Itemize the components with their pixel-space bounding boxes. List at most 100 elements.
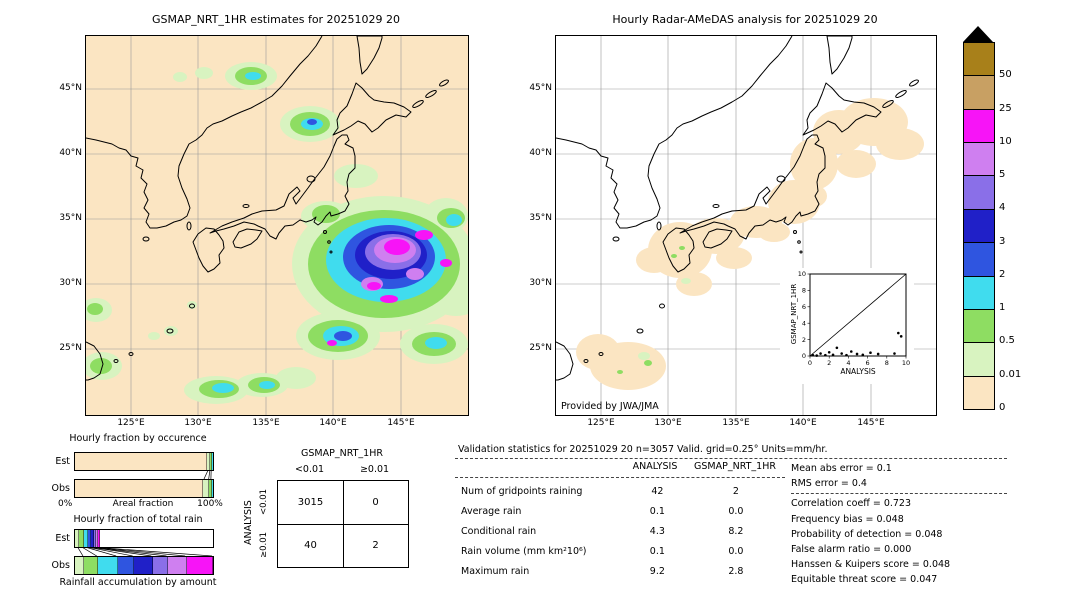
connector-line [91,547,212,556]
lon-tick-label: 145°E [387,418,415,428]
bar-segment [91,530,94,547]
totalrain-caption: Rainfall accumulation by amount [59,577,217,588]
colorbar-segment [964,109,994,144]
inset-x-tick-label: 8 [885,359,889,367]
scatter-point [835,346,839,350]
colorbar-tick-label: 0.5 [999,335,1015,347]
contingency-divider-h [278,524,408,525]
bar-segment [210,453,213,470]
bar-segment [95,530,98,547]
validation-row-label: Num of gridpoints raining [461,485,583,497]
bar-segment [75,557,85,574]
gsmap-map-canvas [86,36,468,415]
contingency-col-label-ge: ≥0.01 [359,464,390,475]
validation-row-label: Conditional rain [461,525,537,537]
colorbar-segment [964,276,994,310]
colorbar-segment [964,176,994,210]
summary-stat-line: Correlation coeff = 0.723 [791,498,912,510]
occurrence-connectors [203,470,212,479]
bar-segment [75,453,208,470]
lat-tick-label: 30°N [59,278,82,288]
colorbar-segment [964,209,994,244]
totalrain-connectors [77,547,212,556]
validation-row: Conditional rain 4.3 8.2 [455,521,785,541]
colorbar-tick-label: 0.01 [999,368,1022,380]
validation-row: Average rain 0.1 0.0 [455,501,785,521]
contingency-cell: 3015 [297,497,324,508]
validation-analysis-value: 0.1 [649,545,665,557]
scatter-point [876,352,880,356]
summary-stat-line: Probability of detection = 0.048 [791,528,943,540]
inset-y-tick-label: 10 [798,270,806,278]
inset-y-tick-label: 0 [802,352,806,360]
colorbar-segment [964,143,994,177]
validation-col-analysis: ANALYSIS [632,461,678,472]
totalrain-obs-label: Obs [51,560,70,571]
validation-gsmap-value: 0.0 [728,545,744,557]
occurrence-chart-title: Hourly fraction by occurence [69,433,207,444]
validation-col-gsmap: GSMAP_NRT_1HR [694,461,776,472]
contingency-row-label-ge: ≥0.01 [259,531,269,558]
one-to-one-line [809,273,907,357]
connector-line [203,470,209,479]
scatter-point [827,351,831,354]
inset-x-tick-label: 2 [827,359,831,367]
lon-tick-label: 125°E [117,418,145,428]
inset-y-axis-label: GSMAP_NRT_1HR [790,283,798,345]
colorbar-tick-label: 5 [999,169,1006,181]
scatter-point [824,353,827,357]
precipitation-blobs [86,62,468,404]
connector-line [87,547,133,556]
bar-segment [212,453,213,470]
colorbar-tick-label: 3 [999,235,1006,247]
inset-scatter-plot: 0 2 4 6 8 10 0 2 4 6 8 10 ANALYSIS GSMAP_NRT_1HR [780,268,914,384]
validation-gsmap-value: 0.0 [728,505,744,517]
right-map-title: Hourly Radar-AMeDAS analysis for 2025102… [612,13,878,26]
lat-tick-label: 35°N [529,213,552,223]
dashed-divider [455,477,785,478]
bar-segment [168,557,187,574]
lat-tick-label: 40°N [59,148,82,158]
scatter-point [861,353,865,357]
validation-title: Validation statistics for 20251029 20 n=… [458,444,828,455]
radar-analysis-map: 0 2 4 6 8 10 0 2 4 6 8 10 ANALYSIS GSMAP_NRT_1HR P… [529,35,937,428]
left-map-title: GSMAP_NRT_1HR estimates for 20251029 20 [151,13,401,26]
inset-y-tick-label: 8 [802,287,806,295]
lon-tick-label: 130°E [654,418,682,428]
scatter-point [845,353,848,357]
bar-segment [207,453,210,470]
gsmap-estimate-map: 45°N 40°N 35°N 30°N 25°N 125°E 130°E 135°E 140°E… [59,35,469,428]
colorbar-tick-label: 2 [999,268,1006,280]
bar-segment [211,480,213,497]
bar-segment [84,530,89,547]
inset-x-tick-label: 10 [902,359,910,367]
validation-analysis-value: 42 [651,485,664,497]
lon-tick-label: 140°E [319,418,347,428]
contingency-col-title: GSMAP_NRT_1HR [301,448,383,459]
validation-analysis-value: 4.3 [649,525,665,537]
scatter-point [855,352,859,356]
colorbar-tick-label: 0 [999,402,1006,413]
lon-tick-label: 145°E [857,418,885,428]
dashed-divider [791,493,1007,495]
bar-segment [93,530,96,547]
lat-tick-label: 45°N [59,83,82,93]
scatter-point [840,352,843,355]
bar-segment [208,480,212,497]
bar-segment [75,530,80,547]
lat-tick-label: 25°N [59,343,82,353]
contingency-row-label-lt: <0.01 [259,488,269,515]
summary-stat-line: Equitable threat score = 0.047 [791,574,938,586]
occurrence-est-bar [74,452,214,471]
occurrence-obs-bar [74,479,214,498]
colorbar-tick-label: 1 [999,302,1006,314]
occurrence-obs-label: Obs [51,483,70,494]
bar-segment [203,480,209,497]
colorbar-tick-label: 4 [999,202,1006,214]
scatter-point [831,353,835,357]
scatter-point [819,352,822,355]
colorbar-labels: 50 25 10 5 4 3 2 1 0.5 0.01 0 [999,42,1054,413]
occurrence-est-label: Est [55,456,70,467]
inset-x-tick-label: 6 [866,359,870,367]
colorbar-segment [964,309,994,344]
